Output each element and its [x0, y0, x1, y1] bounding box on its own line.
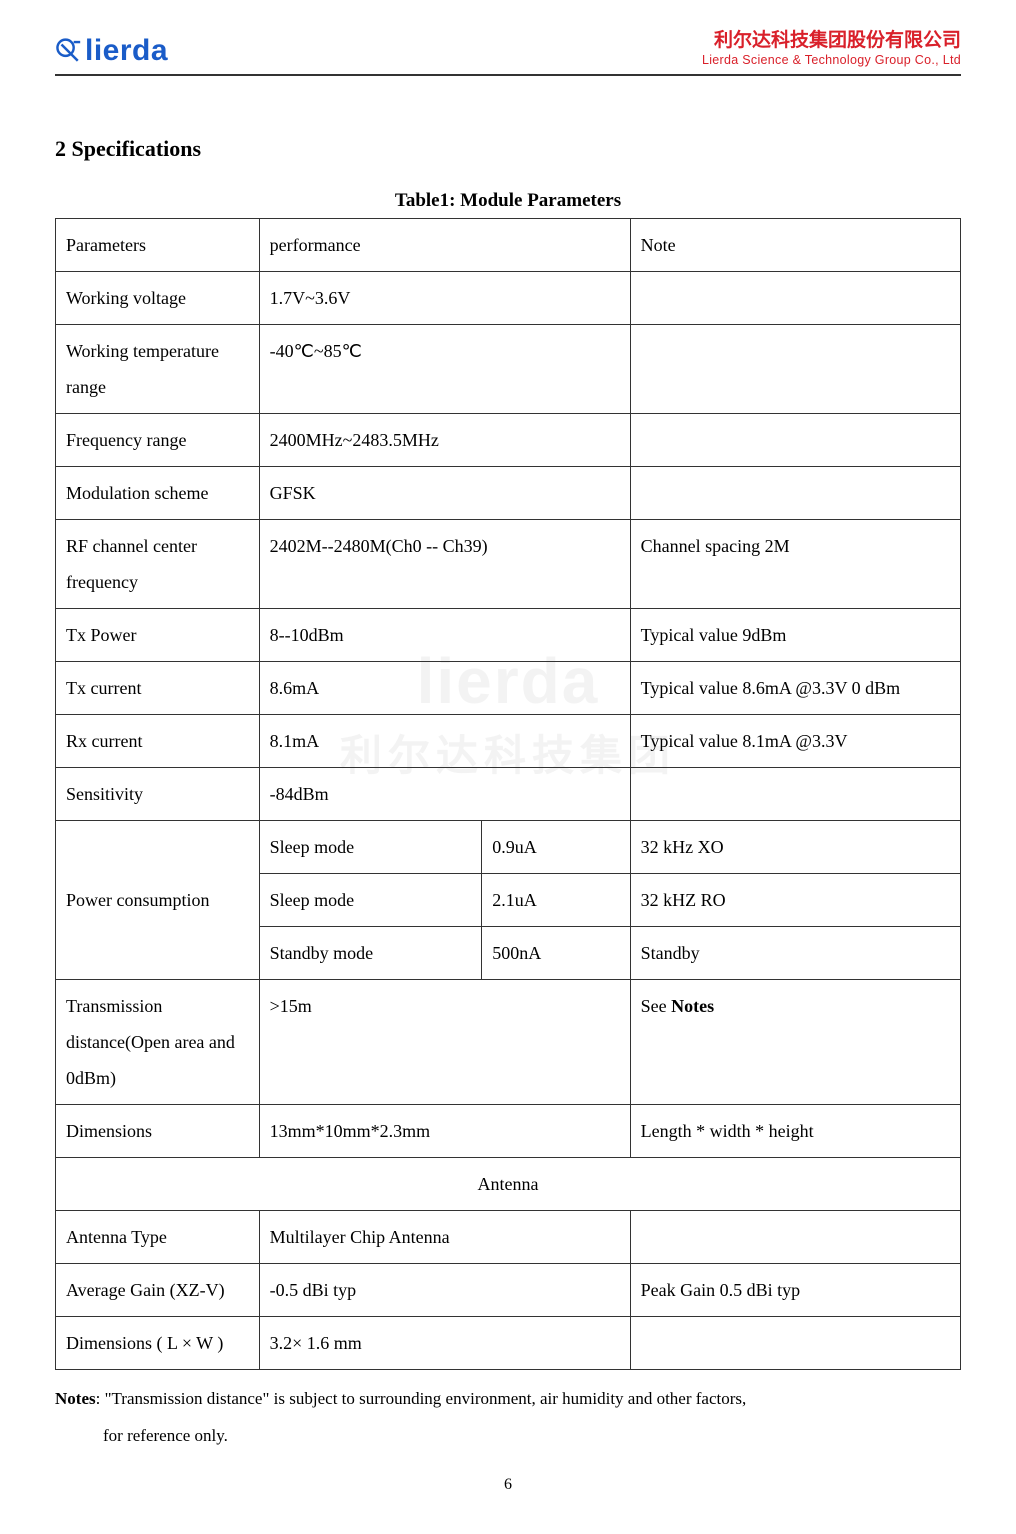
spec-table: Parameters performance Note Working volt… [55, 218, 961, 821]
cell-perf: 13mm*10mm*2.3mm [259, 1104, 630, 1157]
section-title: 2 Specifications [55, 136, 961, 162]
table-row: Modulation scheme GFSK [56, 466, 961, 519]
cell-note [630, 413, 960, 466]
table-row: Frequency range 2400MHz~2483.5MHz [56, 413, 961, 466]
col-header-note: Note [630, 218, 960, 271]
power-val: 0.9uA [482, 821, 630, 874]
cell-note [630, 1210, 960, 1263]
cell-perf: -0.5 dBi typ [259, 1263, 630, 1316]
cell-param: Modulation scheme [56, 466, 260, 519]
cell-perf: -84dBm [259, 767, 630, 820]
cell-note: Channel spacing 2M [630, 519, 960, 608]
antenna-row: Average Gain (XZ-V) -0.5 dBi typ Peak Ga… [56, 1263, 961, 1316]
cell-param: Tx Power [56, 608, 260, 661]
after-power-table: Transmission distance(Open area and 0dBm… [55, 980, 961, 1370]
cell-param: Working temperature range [56, 324, 260, 413]
notes-block: Notes: "Transmission distance" is subjec… [55, 1380, 961, 1455]
note-prefix: See [641, 996, 672, 1016]
cell-perf: >15m [259, 980, 630, 1105]
cell-note [630, 466, 960, 519]
cell-perf: 8--10dBm [259, 608, 630, 661]
table-caption: Table1: Module Parameters [55, 190, 961, 212]
cell-perf: 8.1mA [259, 714, 630, 767]
logo: lierda [55, 34, 168, 68]
cell-param: Dimensions [56, 1104, 260, 1157]
cell-param: Working voltage [56, 271, 260, 324]
cell-perf: 2400MHz~2483.5MHz [259, 413, 630, 466]
cell-param: Transmission distance(Open area and 0dBm… [56, 980, 260, 1105]
power-label: Power consumption [56, 821, 260, 980]
note-bold: Notes [671, 996, 714, 1016]
table-row: Rx current 8.1mA Typical value 8.1mA @3.… [56, 714, 961, 767]
cell-note: Typical value 9dBm [630, 608, 960, 661]
cell-note: Length * width * height [630, 1104, 960, 1157]
cell-param: Average Gain (XZ-V) [56, 1263, 260, 1316]
cell-param: Dimensions ( L × W ) [56, 1316, 260, 1369]
cell-param: Antenna Type [56, 1210, 260, 1263]
cell-perf: 1.7V~3.6V [259, 271, 630, 324]
content: 2 Specifications Table1: Module Paramete… [55, 136, 961, 1456]
cell-param: Rx current [56, 714, 260, 767]
cell-param: RF channel center frequency [56, 519, 260, 608]
cell-perf: GFSK [259, 466, 630, 519]
cell-note: Typical value 8.1mA @3.3V [630, 714, 960, 767]
cell-note [630, 767, 960, 820]
cell-param: Tx current [56, 661, 260, 714]
col-header-perf: performance [259, 218, 630, 271]
power-note: 32 kHZ RO [630, 873, 960, 926]
page-number: 6 [55, 1456, 961, 1494]
cell-note: Peak Gain 0.5 dBi typ [630, 1263, 960, 1316]
cell-param: Frequency range [56, 413, 260, 466]
antenna-row: Dimensions ( L × W ) 3.2× 1.6 mm [56, 1316, 961, 1369]
table-row: RF channel center frequency 2402M--2480M… [56, 519, 961, 608]
cell-perf: -40℃~85℃ [259, 324, 630, 413]
power-val: 2.1uA [482, 873, 630, 926]
table-row: Tx Power 8--10dBm Typical value 9dBm [56, 608, 961, 661]
power-note: 32 kHz XO [630, 821, 960, 874]
table-row: Transmission distance(Open area and 0dBm… [56, 980, 961, 1105]
antenna-header: Antenna [56, 1157, 961, 1210]
company-name-en: Lierda Science & Technology Group Co., L… [702, 53, 961, 68]
cell-note [630, 324, 960, 413]
logo-text: lierda [85, 34, 168, 68]
table-row: Dimensions 13mm*10mm*2.3mm Length * widt… [56, 1104, 961, 1157]
cell-perf: 3.2× 1.6 mm [259, 1316, 630, 1369]
cell-note: Typical value 8.6mA @3.3V 0 dBm [630, 661, 960, 714]
table-row: Tx current 8.6mA Typical value 8.6mA @3.… [56, 661, 961, 714]
logo-icon [55, 38, 81, 64]
col-header-param: Parameters [56, 218, 260, 271]
notes-text1: : "Transmission distance" is subject to … [96, 1389, 747, 1408]
cell-note [630, 1316, 960, 1369]
power-table: Power consumption Sleep mode 0.9uA 32 kH… [55, 821, 961, 980]
notes-label: Notes [55, 1389, 96, 1408]
antenna-header-row: Antenna [56, 1157, 961, 1210]
cell-perf: 8.6mA [259, 661, 630, 714]
table-header-row: Parameters performance Note [56, 218, 961, 271]
power-row: Power consumption Sleep mode 0.9uA 32 kH… [56, 821, 961, 874]
cell-param: Sensitivity [56, 767, 260, 820]
page-header: lierda 利尔达科技集团股份有限公司 Lierda Science & Te… [55, 30, 961, 76]
cell-note: See Notes [630, 980, 960, 1105]
company-name-cn: 利尔达科技集团股份有限公司 [702, 30, 961, 53]
table-row: Sensitivity -84dBm [56, 767, 961, 820]
company-block: 利尔达科技集团股份有限公司 Lierda Science & Technolog… [702, 30, 961, 68]
page: lierda 利尔达科技集团 lierda 利尔达科技集团股份有限公司 Lier… [0, 0, 1016, 1534]
power-mode: Standby mode [259, 926, 482, 979]
power-mode: Sleep mode [259, 873, 482, 926]
table-row: Working voltage 1.7V~3.6V [56, 271, 961, 324]
cell-perf: 2402M--2480M(Ch0 -- Ch39) [259, 519, 630, 608]
cell-perf: Multilayer Chip Antenna [259, 1210, 630, 1263]
power-val: 500nA [482, 926, 630, 979]
power-note: Standby [630, 926, 960, 979]
power-mode: Sleep mode [259, 821, 482, 874]
table-row: Working temperature range -40℃~85℃ [56, 324, 961, 413]
cell-note [630, 271, 960, 324]
notes-text2: for reference only. [55, 1417, 961, 1454]
antenna-row: Antenna Type Multilayer Chip Antenna [56, 1210, 961, 1263]
